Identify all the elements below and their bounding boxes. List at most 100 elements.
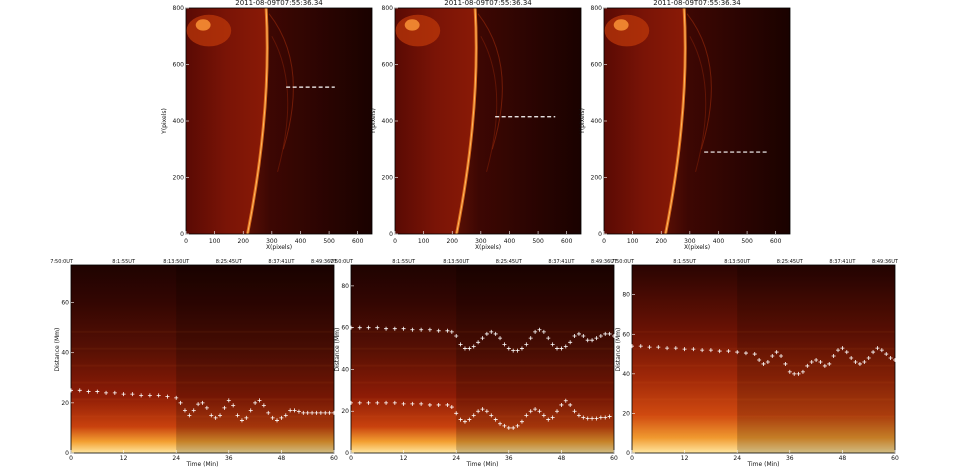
x-tick-label: 60 xyxy=(891,455,899,462)
euv-image xyxy=(186,8,372,234)
data-point xyxy=(384,400,389,405)
data-point xyxy=(840,346,845,351)
data-point xyxy=(392,400,397,405)
y-tick-label: 0 xyxy=(389,231,393,238)
image-panel-1: 0 100 200 300 400 500 600 0 200 400 600 800 X(pixels… xyxy=(161,0,373,251)
coronal-loop xyxy=(268,13,294,150)
x-tick-label: 100 xyxy=(418,238,430,245)
plot-frame xyxy=(350,264,615,454)
data-point xyxy=(528,336,533,341)
time-tick-label: 8:37:41UT xyxy=(548,259,575,265)
data-point xyxy=(476,340,481,345)
data-point xyxy=(844,350,849,355)
data-point xyxy=(296,409,301,414)
data-point xyxy=(266,410,271,415)
data-point xyxy=(515,423,520,428)
image-panel-2: 0 100 200 300 400 500 600 0 200 400 600 800 X(pixels… xyxy=(370,0,582,251)
data-point xyxy=(519,346,524,351)
y-tick-label: 400 xyxy=(173,118,185,125)
data-point xyxy=(511,425,516,430)
data-point xyxy=(515,348,520,353)
x-tick-label: 36 xyxy=(505,455,513,462)
y-tick-label: 0 xyxy=(180,231,184,238)
data-point xyxy=(231,403,236,408)
bright-kernel xyxy=(195,19,211,31)
x-tick-label: 600 xyxy=(770,238,782,245)
data-point xyxy=(761,361,766,366)
data-point xyxy=(467,417,472,422)
data-point xyxy=(275,418,280,423)
x-tick-label: 48 xyxy=(558,455,566,462)
data-point xyxy=(779,354,784,359)
x-tick-label: 48 xyxy=(278,455,286,462)
data-point xyxy=(866,356,871,361)
data-point xyxy=(735,350,740,355)
data-point xyxy=(357,325,362,330)
y-tick-label: 80 xyxy=(622,292,630,299)
data-point xyxy=(783,361,788,366)
y-axis-label: Distance (Mm) xyxy=(334,328,341,372)
y-tick-label: 400 xyxy=(591,118,603,125)
data-point xyxy=(836,348,841,353)
time-tick-label: 8:37:41UT xyxy=(268,259,295,265)
data-point xyxy=(458,342,463,347)
y-tick-label: 20 xyxy=(341,408,349,415)
data-point xyxy=(222,405,227,410)
y-tick-label: 200 xyxy=(591,175,603,182)
y-tick-label: 800 xyxy=(173,5,185,12)
data-point xyxy=(576,331,581,336)
data-point xyxy=(471,413,476,418)
y-axis-label: Y(pixels) xyxy=(579,108,586,135)
bright-kernel xyxy=(404,19,420,31)
time-tick-label: 8:49:36UT xyxy=(311,259,338,265)
data-point xyxy=(257,398,262,403)
data-point xyxy=(700,348,705,353)
data-point xyxy=(191,408,196,413)
y-tick-label: 60 xyxy=(61,300,69,307)
data-point xyxy=(436,328,441,333)
data-point xyxy=(187,413,192,418)
y-tick-label: 800 xyxy=(382,5,394,12)
data-point xyxy=(462,419,467,424)
active-region xyxy=(395,14,441,47)
data-point xyxy=(253,400,258,405)
data-point xyxy=(594,416,599,421)
y-tick-label: 0 xyxy=(345,450,349,457)
data-point xyxy=(827,361,832,366)
data-point xyxy=(112,390,117,395)
x-tick-label: 400 xyxy=(713,238,725,245)
time-tick-label: 8:13:50UT xyxy=(443,259,470,265)
x-tick-label: 36 xyxy=(786,455,794,462)
series-loop xyxy=(69,388,336,423)
data-point xyxy=(541,413,546,418)
data-point xyxy=(147,393,152,398)
data-point xyxy=(506,425,511,430)
x-tick-label: 300 xyxy=(475,238,487,245)
data-point xyxy=(743,351,748,356)
data-point xyxy=(550,342,555,347)
solar-limb-core xyxy=(247,8,268,234)
data-point xyxy=(809,359,814,364)
data-point xyxy=(603,415,608,420)
data-point xyxy=(673,346,678,351)
data-point xyxy=(480,336,485,341)
data-point xyxy=(665,346,670,351)
time-tick-label: 8:37:41UT xyxy=(829,259,856,265)
series-upper xyxy=(349,325,616,353)
coronal-loop xyxy=(480,36,498,172)
y-tick-label: 400 xyxy=(382,118,394,125)
data-point xyxy=(327,410,332,415)
data-point xyxy=(585,338,590,343)
x-axis-label: Time (Min) xyxy=(747,461,780,467)
time-tick-label: 7:50:0UT xyxy=(611,259,635,265)
x-tick-label: 600 xyxy=(352,238,364,245)
data-point xyxy=(493,417,498,422)
data-point xyxy=(310,410,315,415)
y-tick-label: 60 xyxy=(622,331,630,338)
data-point xyxy=(528,409,533,414)
data-point xyxy=(332,410,336,415)
data-point xyxy=(401,401,406,406)
data-point xyxy=(454,411,459,416)
time-tick-label: 8:25:45UT xyxy=(216,259,243,265)
x-tick-label: 12 xyxy=(400,455,408,462)
